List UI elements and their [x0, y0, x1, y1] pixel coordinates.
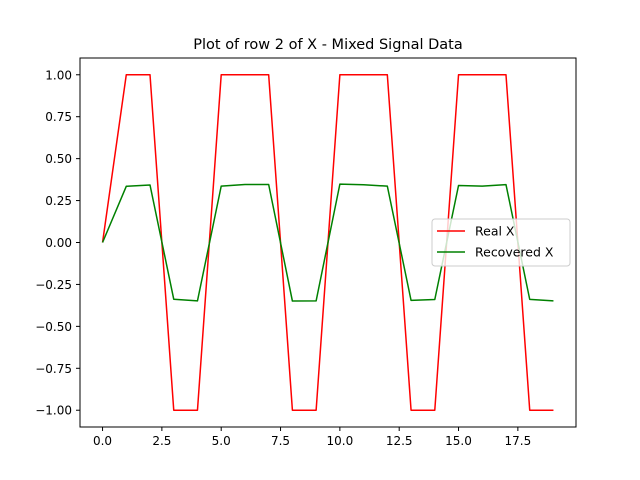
x-tick-label: 17.5	[504, 434, 531, 448]
series-line-recovered-x	[101, 183, 554, 302]
lines-layer	[101, 74, 554, 411]
y-tick-label: −0.25	[35, 278, 72, 292]
x-tick-label: 12.5	[386, 434, 413, 448]
y-tick-label: 0.00	[45, 236, 72, 250]
y-tick-label: −1.00	[35, 404, 72, 418]
y-tick-label: 1.00	[45, 68, 72, 82]
x-tick-label: 15.0	[445, 434, 472, 448]
x-tick-label: 2.5	[152, 434, 171, 448]
x-tick-label: 0.0	[93, 434, 112, 448]
plot-area: 0.0 2.5 5.0 7.5 10.0 12.5 15.0 17.5 −1.00−0.75−…	[35, 57, 577, 448]
y-tick-label: −0.50	[35, 320, 72, 334]
y-tick-label: 0.75	[45, 110, 72, 124]
y-axis: −1.00 −0.75 −0.50 −0.25 0.00 0.25 0.50 0.75 1.00	[35, 68, 80, 418]
y-tick-label: 0.50	[45, 152, 72, 166]
x-tick-label: 5.0	[212, 434, 231, 448]
legend-box	[431, 218, 571, 267]
y-tick-label: 0.25	[45, 194, 72, 208]
chart-title: Plot of row 2 of X - Mixed Signal Data	[193, 37, 463, 53]
legend-label-real-x: Real X	[475, 224, 515, 239]
y-tick-label: −0.75	[35, 362, 72, 376]
x-tick-label: 10.0	[327, 434, 354, 448]
legend: Real X Recovered X	[431, 218, 571, 267]
legend-label-recovered-x: Recovered X	[475, 245, 554, 260]
x-tick-label: 7.5	[271, 434, 290, 448]
x-axis: 0.0 2.5 5.0 7.5 10.0 12.5 15.0 17.5	[93, 427, 531, 448]
